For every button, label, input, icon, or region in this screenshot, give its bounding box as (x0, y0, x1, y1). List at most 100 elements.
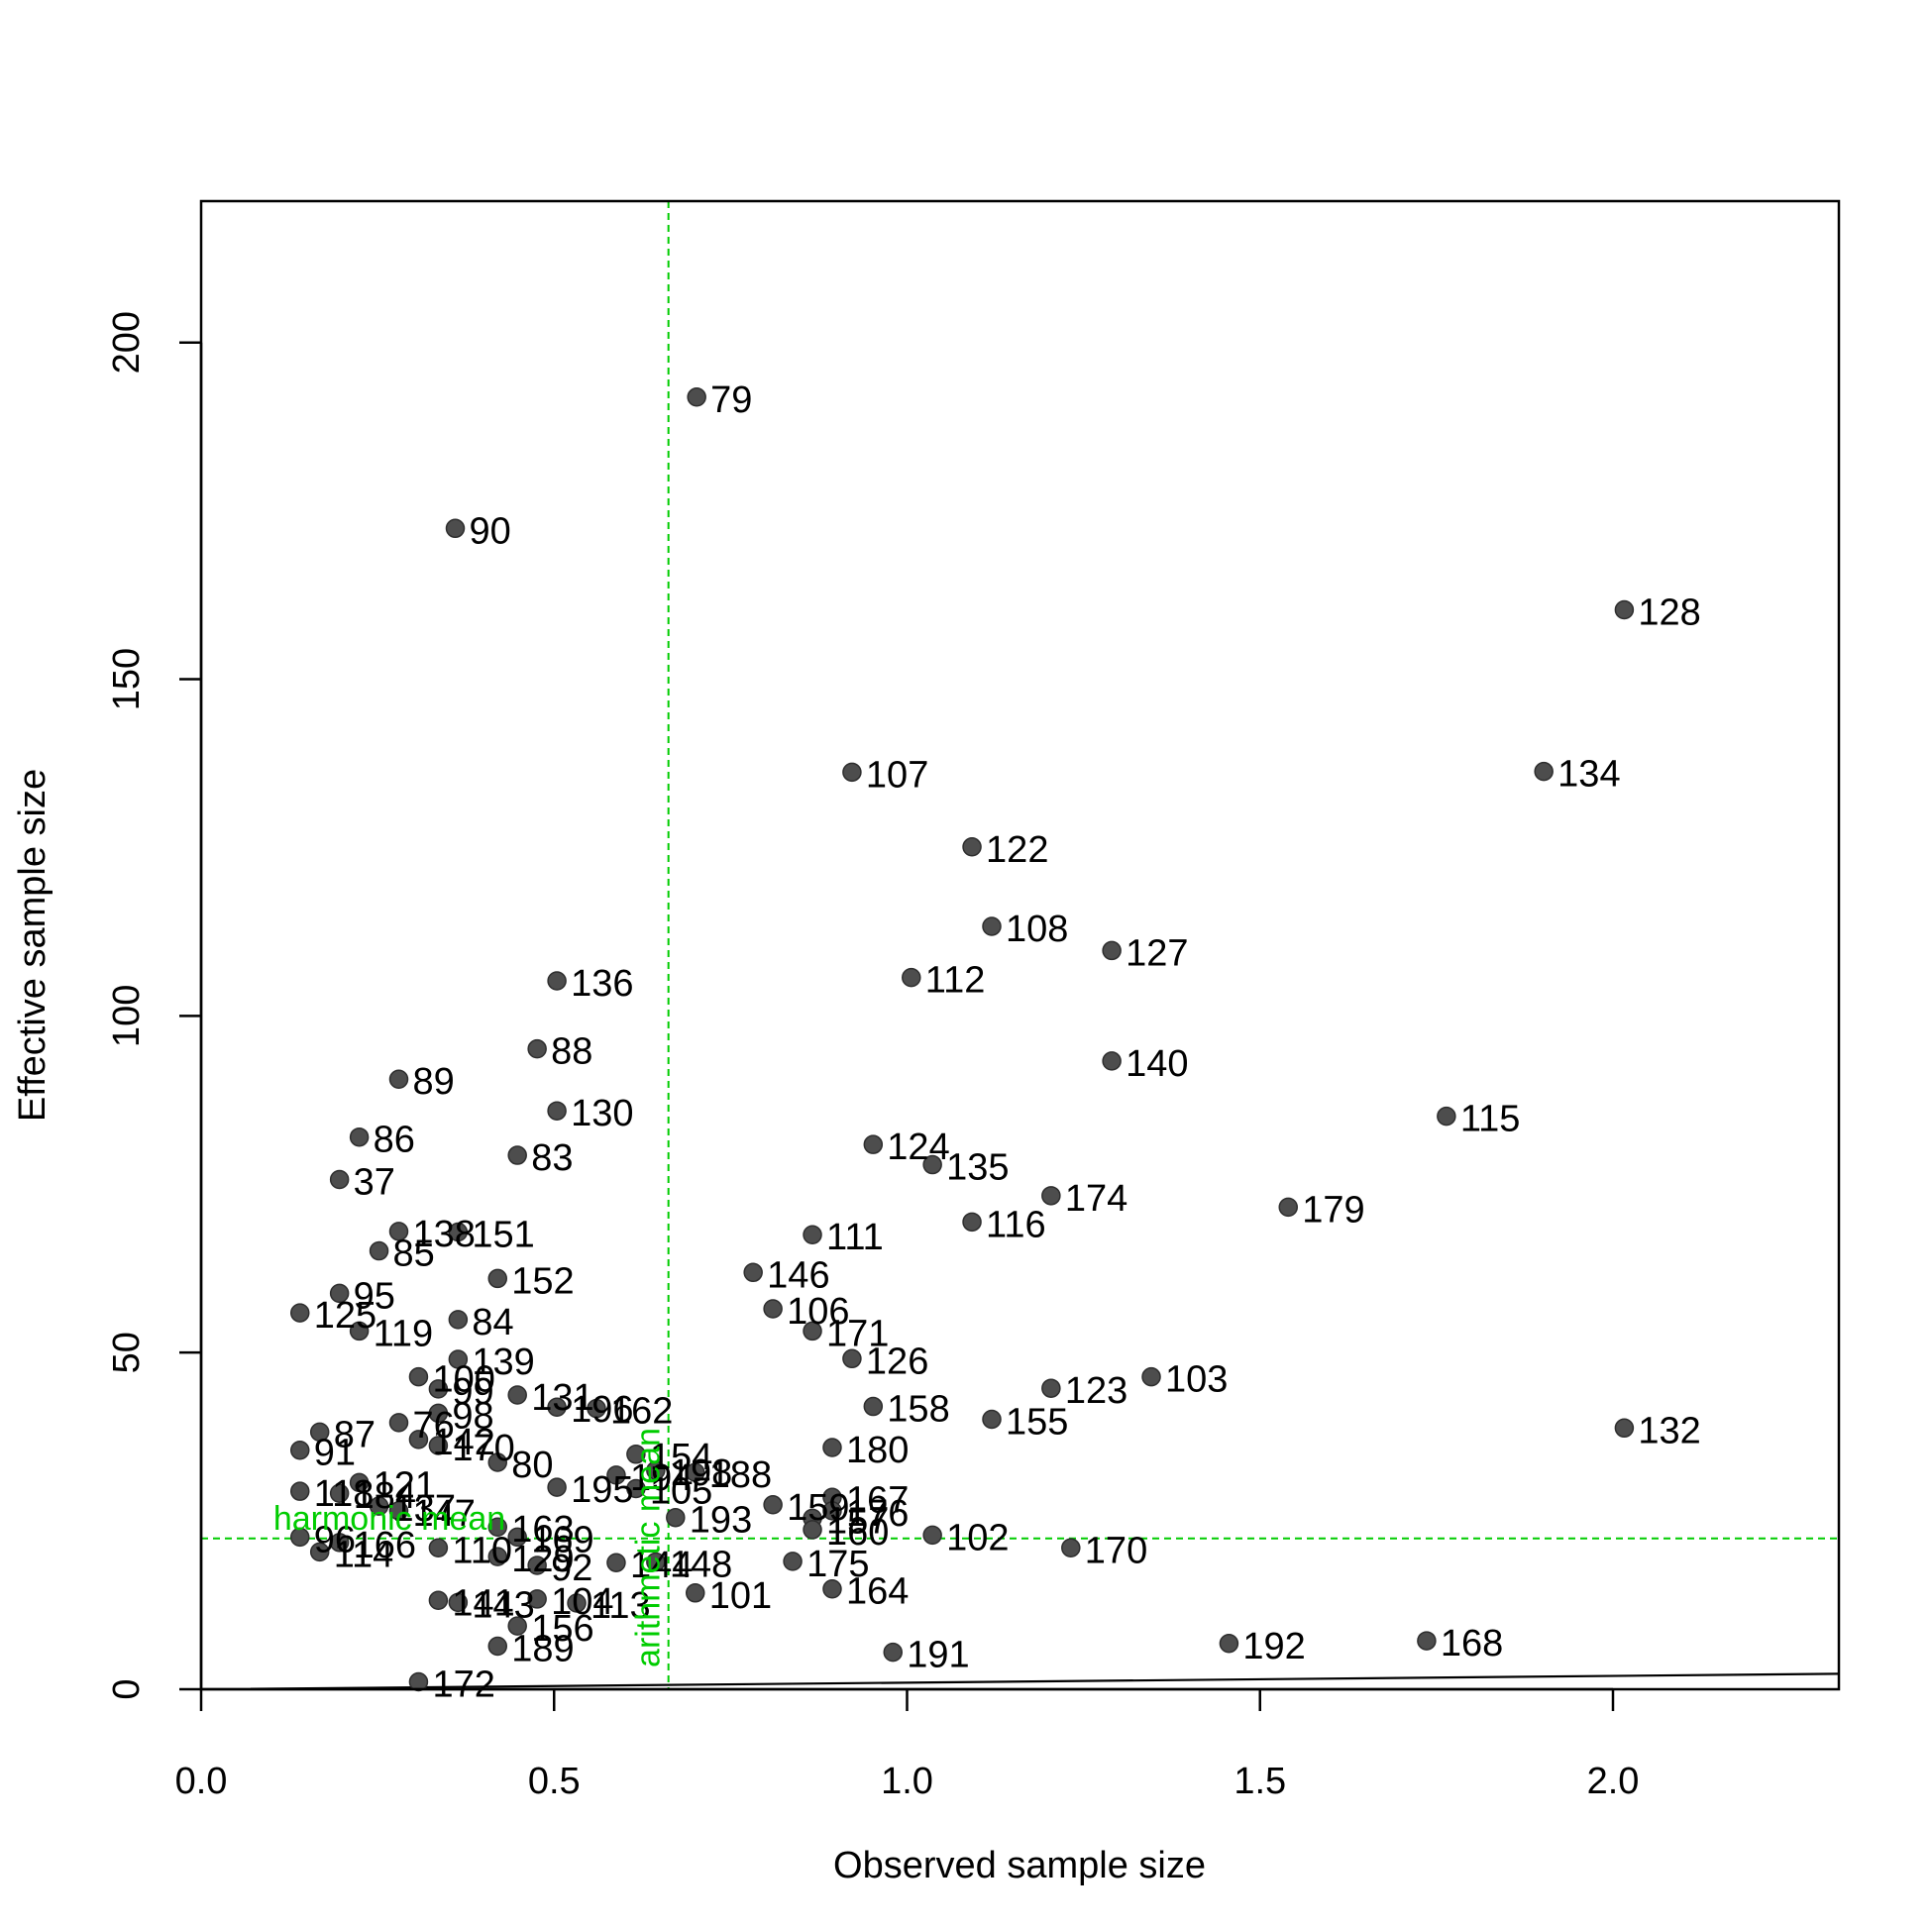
data-point (1219, 1634, 1239, 1654)
point-label: 175 (806, 1544, 869, 1585)
point-label: 126 (866, 1341, 928, 1382)
point-label: 99 (452, 1371, 493, 1413)
point-label: 96 (314, 1519, 356, 1560)
point-label: 98 (452, 1395, 493, 1437)
data-point (290, 1303, 310, 1323)
x-tick-label: 1.5 (1234, 1761, 1286, 1802)
data-points (290, 387, 1635, 1692)
data-point (686, 1462, 705, 1482)
point-label: 110 (452, 1530, 512, 1571)
point-label: 103 (1165, 1359, 1228, 1401)
point-label: 87 (334, 1414, 376, 1455)
point-label: 162 (610, 1391, 673, 1433)
data-point (369, 1496, 389, 1516)
data-point (587, 1398, 606, 1419)
data-point (428, 1403, 449, 1424)
data-point (408, 1671, 429, 1692)
data-point (329, 1283, 350, 1304)
point-label: 170 (1085, 1530, 1147, 1571)
point-label: 157 (826, 1500, 889, 1542)
point-label: 156 (531, 1608, 593, 1650)
data-point (646, 1460, 666, 1480)
data-point (822, 1438, 842, 1457)
point-label: 168 (1441, 1623, 1503, 1664)
point-label: 180 (846, 1430, 909, 1471)
data-point (428, 1436, 449, 1455)
point-label: 154 (650, 1437, 712, 1478)
point-label: 143 (472, 1584, 534, 1626)
data-point (448, 1592, 469, 1613)
data-point (349, 1127, 370, 1147)
data-point (962, 1212, 982, 1233)
data-point (606, 1553, 626, 1572)
point-label: 86 (374, 1120, 415, 1161)
point-label: 163 (511, 1509, 574, 1551)
data-point (309, 1542, 330, 1562)
point-label: 198 (670, 1452, 732, 1494)
fit-line (250, 1672, 1840, 1690)
point-label: 80 (511, 1445, 553, 1486)
data-point (349, 1321, 370, 1342)
point-label: 100 (432, 1359, 494, 1401)
data-point (547, 971, 567, 991)
data-point (1141, 1366, 1161, 1387)
point-labels: 79 90 128 107 134 122 108 127 112 136 88 140 89 130 11… (314, 379, 1701, 1706)
y-axis: 0 50 100 150 200 (106, 311, 203, 1700)
arithmetic-mean-label: arithmetic mean (630, 1428, 668, 1667)
point-label: 135 (946, 1147, 1009, 1189)
point-label: 179 (1302, 1189, 1364, 1231)
point-label: 116 (986, 1204, 1046, 1245)
data-point (428, 1379, 449, 1399)
y-tick-label: 50 (106, 1332, 148, 1373)
data-point (547, 1397, 567, 1417)
point-label: 85 (393, 1234, 435, 1275)
data-point (982, 1409, 1002, 1430)
data-point (1041, 1186, 1061, 1206)
data-point (369, 1240, 389, 1261)
y-tick-label: 200 (106, 311, 148, 374)
point-label: 140 (1126, 1043, 1188, 1085)
point-label: 196 (571, 1389, 633, 1431)
data-point (763, 1495, 783, 1515)
point-label: 194 (630, 1457, 693, 1499)
point-label: 127 (1126, 932, 1188, 974)
data-point (448, 1222, 469, 1242)
data-point (388, 1413, 409, 1433)
x-tick-label: 1.0 (881, 1761, 933, 1802)
y-axis-title: Effective sample size (12, 769, 54, 1122)
point-label: 131 (531, 1377, 593, 1419)
point-label: 108 (1006, 909, 1068, 950)
point-label: 172 (432, 1664, 494, 1706)
data-point (687, 387, 706, 407)
point-label: 167 (846, 1479, 909, 1521)
data-point (1278, 1197, 1298, 1218)
point-label: 128 (1638, 592, 1700, 634)
point-label: 115 (1460, 1099, 1521, 1140)
point-label: 151 (472, 1215, 534, 1256)
point-label: 112 (925, 960, 986, 1002)
data-point (982, 916, 1002, 936)
data-point (902, 967, 921, 988)
data-point (1614, 1418, 1635, 1439)
data-point (507, 1527, 527, 1548)
data-point (388, 1222, 409, 1241)
data-point (1417, 1631, 1437, 1651)
point-label: 124 (887, 1127, 949, 1168)
data-point (309, 1422, 330, 1443)
data-point (290, 1481, 310, 1501)
data-point (487, 1547, 507, 1566)
point-label: 114 (334, 1534, 394, 1575)
x-tick-label: 0.0 (175, 1761, 228, 1802)
reference-labels: arithmetic mean harmonic mean (273, 1428, 668, 1667)
data-point (686, 1583, 705, 1603)
point-label: 160 (826, 1512, 889, 1554)
point-label: 90 (470, 510, 511, 552)
data-point (388, 1501, 409, 1521)
point-label: 176 (846, 1493, 909, 1535)
point-label: 111 (826, 1217, 884, 1258)
data-point (1102, 940, 1122, 961)
data-point (408, 1430, 429, 1449)
data-point (1102, 1051, 1122, 1071)
data-point (1614, 599, 1635, 620)
data-point (626, 1445, 646, 1464)
